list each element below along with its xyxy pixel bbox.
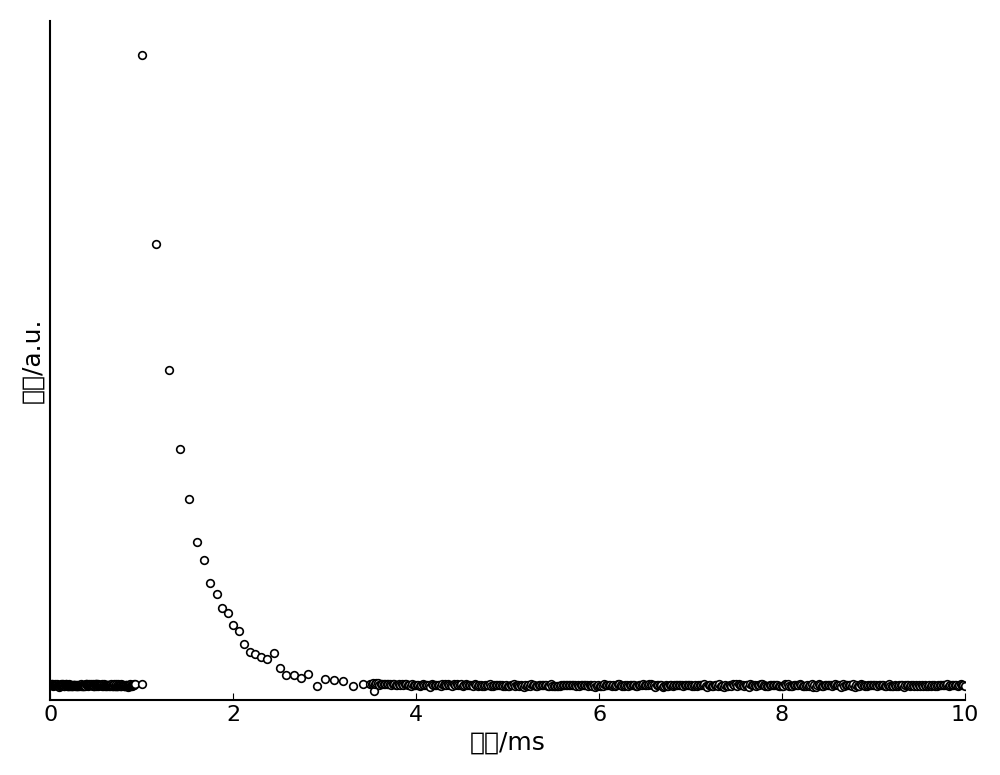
Y-axis label: 强度/a.u.: 强度/a.u.	[21, 318, 45, 403]
X-axis label: 寿命/ms: 寿命/ms	[470, 730, 546, 754]
